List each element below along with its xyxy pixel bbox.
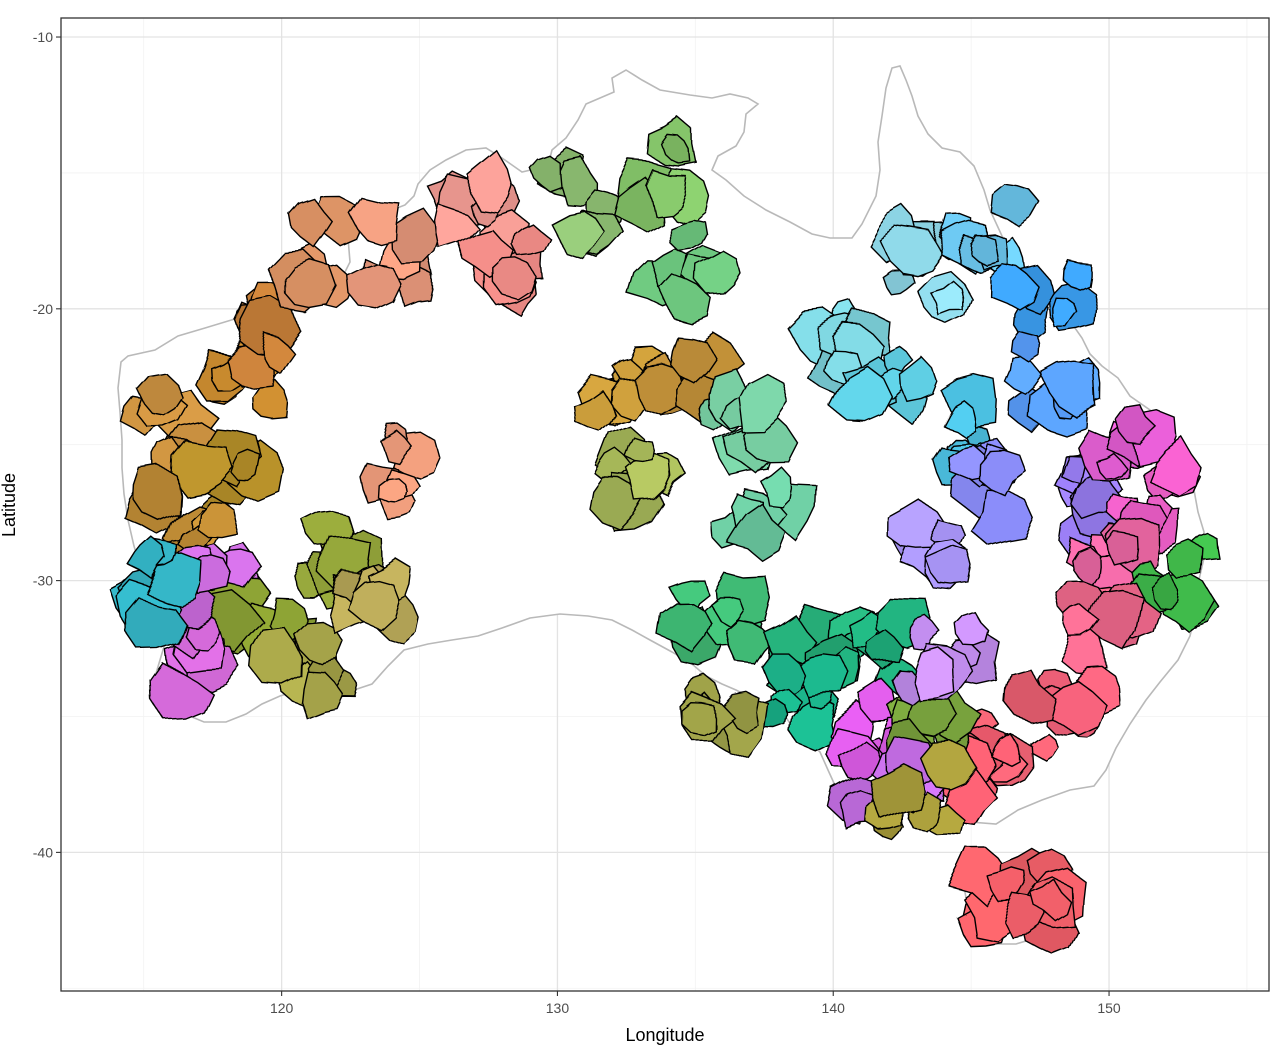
panel-border: [60, 17, 1270, 992]
region-cell: [725, 619, 774, 665]
region-cell: [492, 257, 536, 300]
region-cell: [251, 377, 290, 420]
region-cell: [661, 135, 693, 166]
region-cell: [627, 453, 674, 504]
region-cell: [726, 502, 787, 562]
region-cell: [1071, 545, 1100, 589]
region-cell: [993, 186, 1045, 231]
region-cell: [247, 624, 302, 685]
region-cell: [466, 149, 512, 211]
region-cell: [940, 398, 975, 435]
y-tick-label: -20: [33, 301, 53, 317]
region-cell: [1145, 434, 1203, 498]
region-cell: [125, 597, 187, 651]
region-cell: [630, 361, 683, 415]
region-cell: [828, 363, 892, 422]
region-cell: [1065, 606, 1102, 640]
region-cell: [869, 762, 924, 821]
region-cell: [759, 650, 804, 696]
region-cell: [970, 488, 1035, 547]
x-axis-title: Longitude: [625, 1025, 704, 1045]
y-tick-label: -40: [33, 844, 53, 860]
region-cell: [709, 596, 745, 628]
y-axis-ticks: -10 -20 -30 -40: [33, 29, 61, 860]
region-cell: [150, 662, 212, 720]
region-cell: [1032, 881, 1073, 923]
y-tick-label: -30: [33, 573, 53, 589]
region-cell: [1039, 360, 1098, 419]
region-cell: [913, 647, 956, 702]
region-cell: [761, 467, 793, 508]
region-cell: [668, 218, 708, 253]
x-axis-ticks: 120 130 140 150: [270, 991, 1121, 1016]
region-cell: [841, 790, 876, 831]
region-cell: [678, 699, 713, 734]
region-cell: [170, 439, 233, 495]
region-cell: [867, 630, 905, 664]
region-cell: [529, 155, 562, 192]
region-cell: [284, 259, 338, 309]
region-cell: [919, 740, 978, 790]
region-cell: [838, 738, 882, 782]
region-cell: [645, 169, 687, 216]
region-cell: [377, 428, 411, 462]
region-cell: [195, 498, 240, 540]
region-cell: [794, 652, 851, 696]
region-cell: [1167, 542, 1206, 582]
region-cell: [737, 371, 790, 434]
region-cell: [1149, 572, 1181, 609]
region-cell: [289, 198, 335, 250]
region-cell: [1115, 404, 1157, 445]
region-cell: [625, 437, 657, 464]
region-cell: [229, 449, 261, 482]
region-cell: [128, 537, 168, 581]
region-cell: [375, 474, 406, 502]
x-tick-label: 140: [822, 1000, 846, 1016]
region-cell: [510, 221, 551, 257]
y-tick-label: -10: [33, 29, 53, 45]
region-cell: [346, 578, 399, 629]
y-axis-title: Latitude: [0, 473, 19, 537]
region-cell: [905, 789, 940, 831]
region-cell: [299, 668, 344, 719]
region-cell: [886, 498, 947, 550]
region-cell: [347, 195, 399, 244]
x-tick-label: 120: [270, 1000, 294, 1016]
region-cell: [1049, 294, 1077, 327]
region-cell: [1004, 667, 1054, 721]
region-cell: [668, 335, 716, 383]
region-cell: [956, 612, 991, 648]
region-cell: [572, 388, 615, 433]
region-cell: [1105, 530, 1138, 565]
region-cell: [1009, 329, 1042, 364]
region-cell: [927, 277, 963, 316]
region-cell: [1094, 451, 1126, 478]
region-polygons: [110, 119, 1223, 957]
region-cell: [977, 449, 1027, 497]
region-cell: [660, 275, 713, 325]
region-cell: [346, 262, 403, 311]
region-cell: [1060, 257, 1089, 288]
region-cell: [969, 235, 1000, 266]
region-cell: [988, 263, 1039, 310]
region-cell: [657, 602, 713, 655]
region-cell: [260, 331, 293, 373]
region-cell: [548, 208, 607, 260]
region-cell: [990, 732, 1019, 765]
region-cell: [926, 546, 975, 588]
region-cell: [133, 465, 180, 522]
region-cell: [696, 250, 742, 296]
region-cell: [291, 618, 344, 664]
region-cell: [878, 227, 942, 274]
x-tick-label: 130: [546, 1000, 570, 1016]
region-cell: [898, 355, 938, 402]
region-cell: [589, 477, 647, 532]
region-cell: [135, 371, 183, 416]
x-tick-label: 150: [1097, 1000, 1121, 1016]
